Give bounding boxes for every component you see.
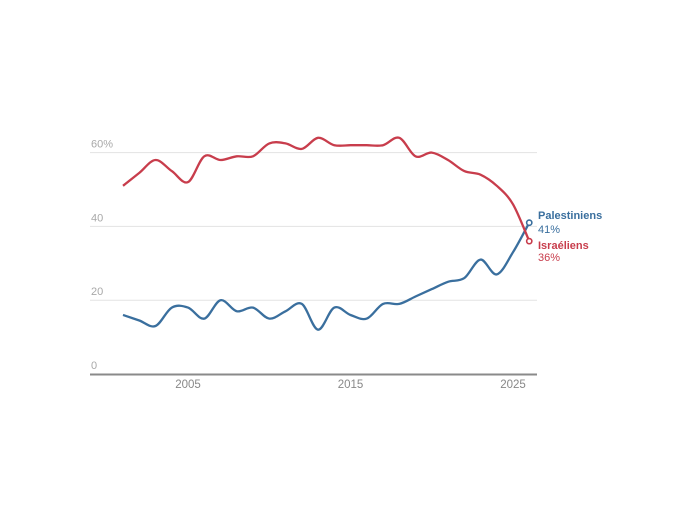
series-line-israliens [122,136,531,242]
end-marker-palestiniens [525,219,533,227]
end-marker-israliens [525,237,533,245]
y-tick-label: 0 [91,360,97,372]
x-tick-label: 2025 [500,379,526,391]
series-label-israliens: Israéliens [538,240,589,252]
series-line-palestiniens [122,222,531,331]
y-tick-label: 60% [91,139,113,151]
x-tick-label: 2005 [175,379,201,391]
series-label-palestiniens: Palestiniens [538,210,602,222]
y-tick-label: 40 [91,212,103,224]
series-value-israliens: 36% [538,252,560,264]
series-value-palestiniens: 41% [538,224,560,236]
y-tick-label: 20 [91,286,103,298]
x-tick-label: 2015 [338,379,364,391]
